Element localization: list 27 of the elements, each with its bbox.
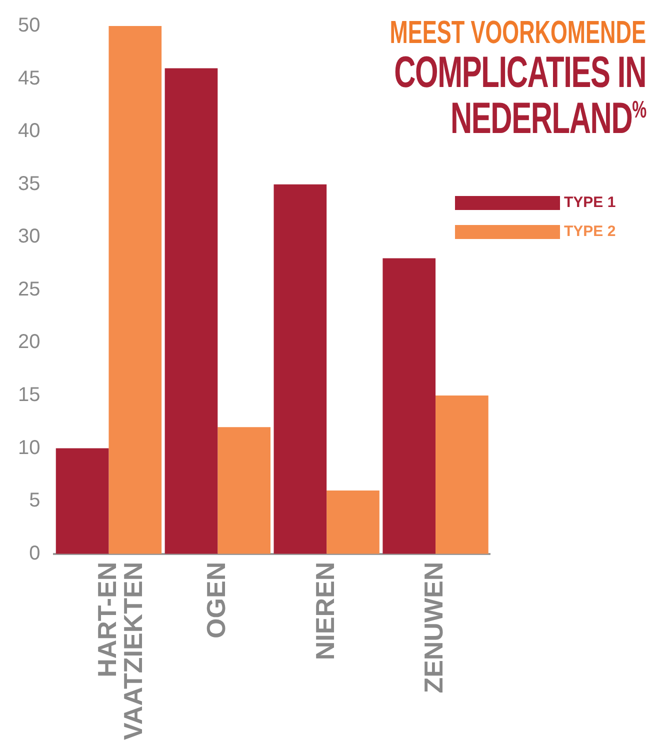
text: TYPE 2 bbox=[564, 223, 616, 240]
y-tick-label: 15 bbox=[18, 384, 40, 406]
y-tick-label: 40 bbox=[18, 120, 40, 142]
bar bbox=[56, 448, 109, 554]
bar bbox=[108, 26, 162, 554]
x-tick-label: ZENUWEN bbox=[418, 562, 449, 694]
y-tick-label: 5 bbox=[29, 490, 40, 512]
bar bbox=[274, 184, 327, 554]
bar bbox=[436, 396, 488, 554]
text: TYPE 1 bbox=[564, 194, 616, 211]
y-tick-label: 50 bbox=[18, 14, 40, 37]
text: COMPLICATIES IN NEDERLAND$^{%}$ bbox=[393, 48, 646, 143]
bar bbox=[382, 258, 436, 554]
y-tick-label: 45 bbox=[18, 67, 40, 90]
bar bbox=[218, 427, 270, 554]
x-tick-label: HART-EN VAATZIEKTEN bbox=[92, 562, 148, 740]
y-tick-label: 10 bbox=[18, 436, 40, 459]
bar bbox=[164, 68, 218, 554]
y-tick-label: 25 bbox=[18, 278, 40, 300]
y-tick-label: 20 bbox=[18, 331, 40, 354]
chart-subtitle: MEEST VOORKOMENDE bbox=[388, 14, 646, 50]
x-tick-label: NIEREN bbox=[310, 562, 340, 660]
y-tick-label: 30 bbox=[18, 226, 40, 248]
bar bbox=[326, 490, 380, 554]
y-tick-label: 0 bbox=[29, 542, 40, 564]
x-tick-label: OGEN bbox=[200, 562, 231, 638]
y-tick-label: 35 bbox=[18, 172, 40, 195]
